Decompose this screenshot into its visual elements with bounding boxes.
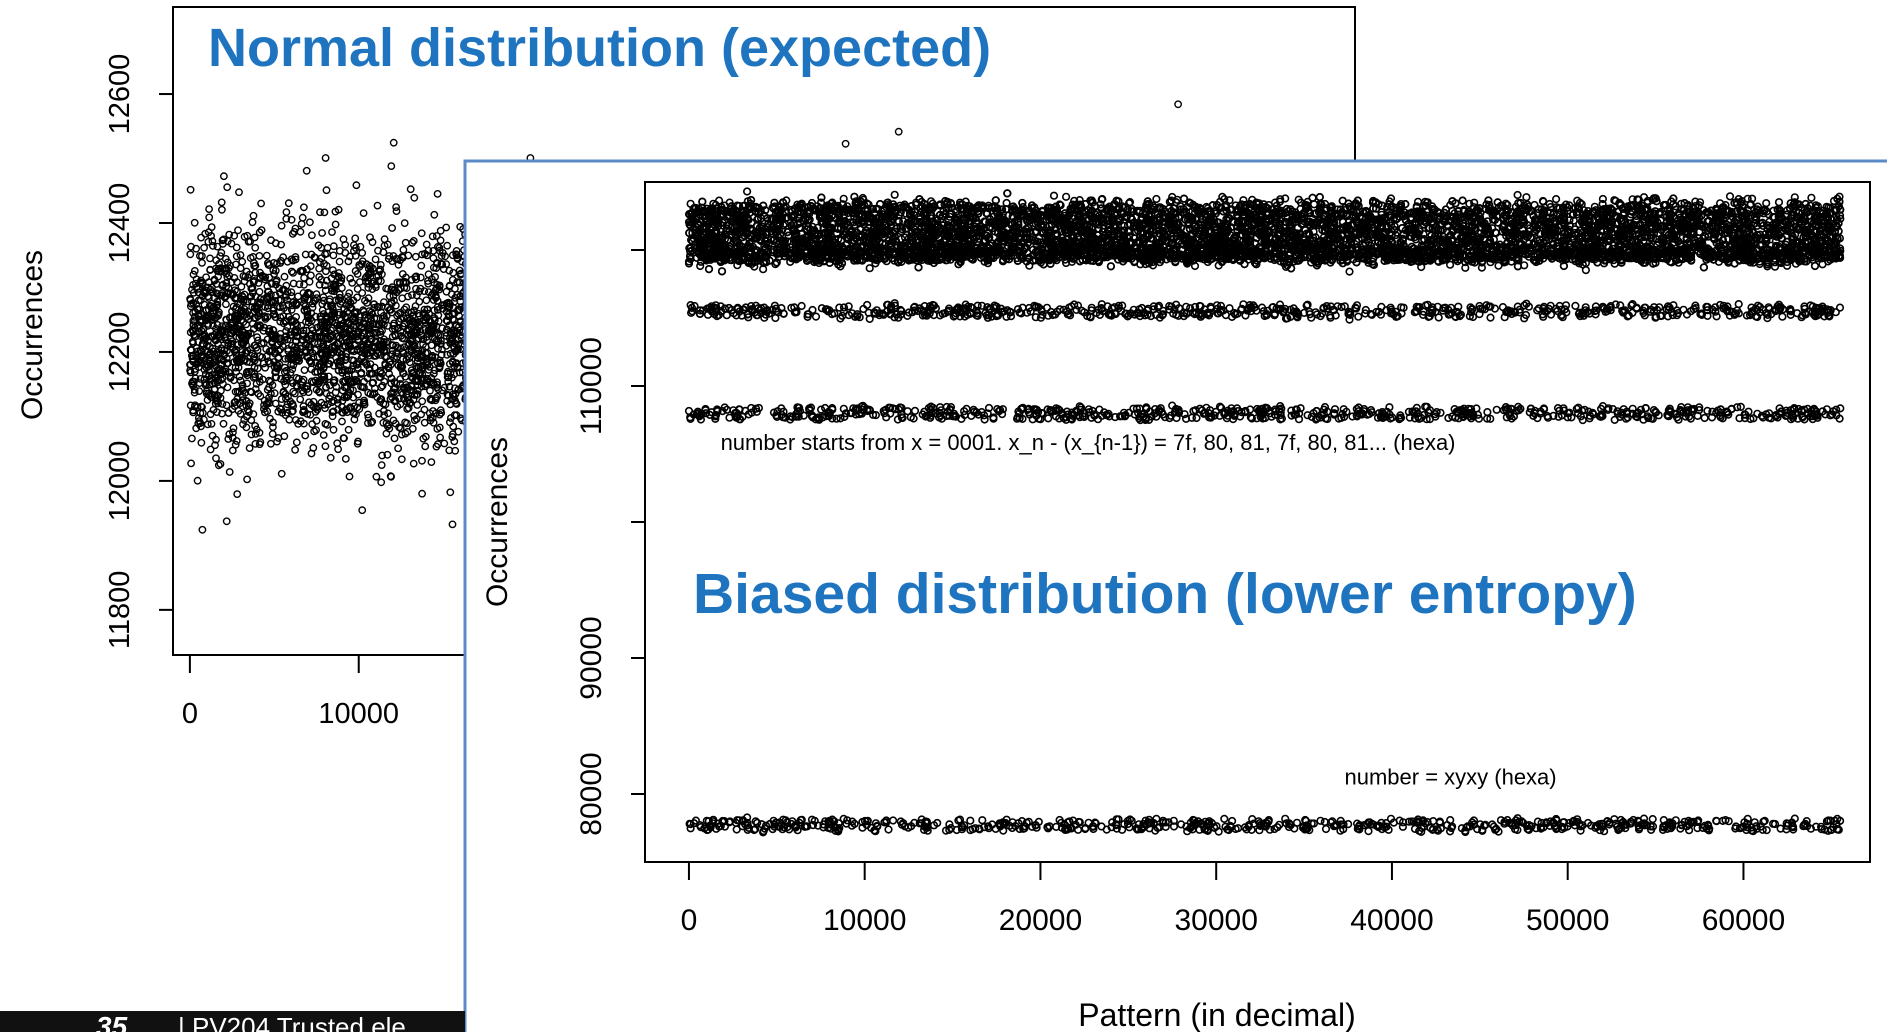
data-point [190, 266, 199, 275]
data-point [305, 218, 314, 227]
data-point [320, 208, 329, 217]
data-point [190, 385, 199, 394]
data-point [195, 387, 204, 395]
data-point [268, 430, 277, 438]
data-point [186, 185, 195, 194]
data-point [255, 251, 264, 260]
data-point [379, 298, 388, 306]
data-point [190, 218, 199, 227]
data-point [392, 203, 400, 212]
data-point [433, 189, 442, 198]
data-point [287, 255, 296, 264]
data-point [426, 386, 434, 395]
data-point [207, 419, 216, 428]
data-point [318, 229, 326, 237]
data-point [387, 162, 396, 171]
data-point [198, 525, 207, 534]
data-point [380, 411, 389, 420]
data-point [232, 243, 241, 252]
data-point [392, 207, 401, 216]
data-point [328, 412, 337, 421]
data-point [187, 434, 196, 443]
data-point [415, 297, 424, 306]
data-point [289, 387, 298, 396]
data-point [358, 289, 367, 297]
data-point [280, 432, 289, 441]
data-point [302, 166, 311, 175]
data-point [224, 435, 233, 443]
